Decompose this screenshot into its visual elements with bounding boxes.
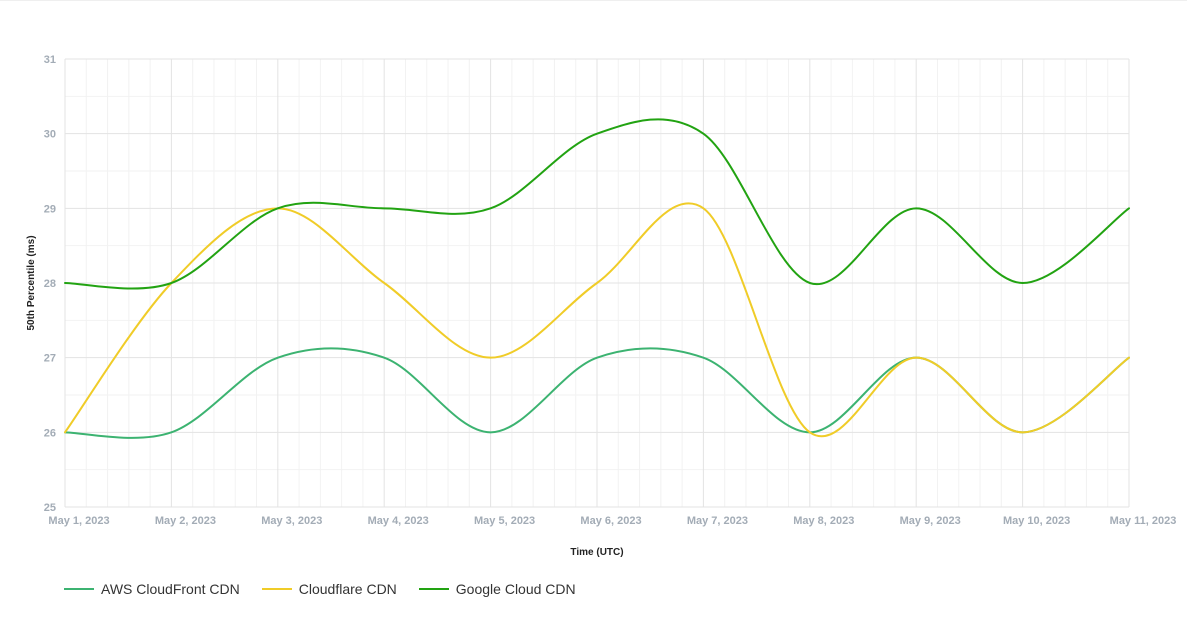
legend-label: Cloudflare CDN	[298, 581, 397, 597]
x-tick-label: May 4, 2023	[368, 515, 429, 527]
legend-item[interactable]: Cloudflare CDN	[261, 581, 397, 597]
x-tick-label: May 9, 2023	[900, 515, 961, 527]
x-axis-title: Time (UTC)	[570, 547, 623, 558]
y-tick-label: 25	[44, 502, 56, 514]
series-lines	[64, 118, 1130, 439]
y-tick-label: 29	[44, 203, 56, 215]
x-tick-label: May 3, 2023	[261, 515, 322, 527]
legend-label: AWS CloudFront CDN	[101, 581, 240, 597]
x-tick-label: May 2, 2023	[155, 515, 216, 527]
x-tick-label: May 8, 2023	[793, 515, 854, 527]
y-axis-ticks: 25 26 27 28 29 30 31	[44, 54, 56, 514]
y-tick-label: 30	[44, 129, 56, 141]
x-tick-label: May 5, 2023	[474, 515, 535, 527]
legend: AWS CloudFront CDN Cloudflare CDN Google C…	[64, 579, 598, 599]
legend-item[interactable]: AWS CloudFront CDN	[64, 581, 240, 597]
series-line-1	[64, 202, 1130, 438]
x-tick-label: May 6, 2023	[580, 515, 641, 527]
y-tick-label: 31	[44, 54, 56, 66]
x-tick-label: May 7, 2023	[687, 515, 748, 527]
x-tick-label: May 11, 2023	[1110, 515, 1177, 527]
legend-item[interactable]: Google Cloud CDN	[418, 581, 576, 597]
series-line-2	[64, 118, 1130, 290]
x-axis-ticks: May 1, 2023 May 2, 2023 May 3, 2023 May 4, …	[48, 515, 1176, 527]
legend-label: Google Cloud CDN	[455, 581, 576, 597]
x-tick-label: May 1, 2023	[48, 515, 109, 527]
y-tick-label: 28	[44, 278, 56, 290]
y-tick-label: 26	[44, 427, 56, 439]
y-tick-label: 27	[44, 353, 56, 365]
legend-swatch	[418, 588, 449, 590]
legend-swatch	[64, 588, 94, 590]
legend-swatch	[261, 588, 292, 590]
y-axis-title: 50th Percentile (ms)	[26, 235, 37, 330]
x-tick-label: May 10, 2023	[1003, 515, 1070, 527]
